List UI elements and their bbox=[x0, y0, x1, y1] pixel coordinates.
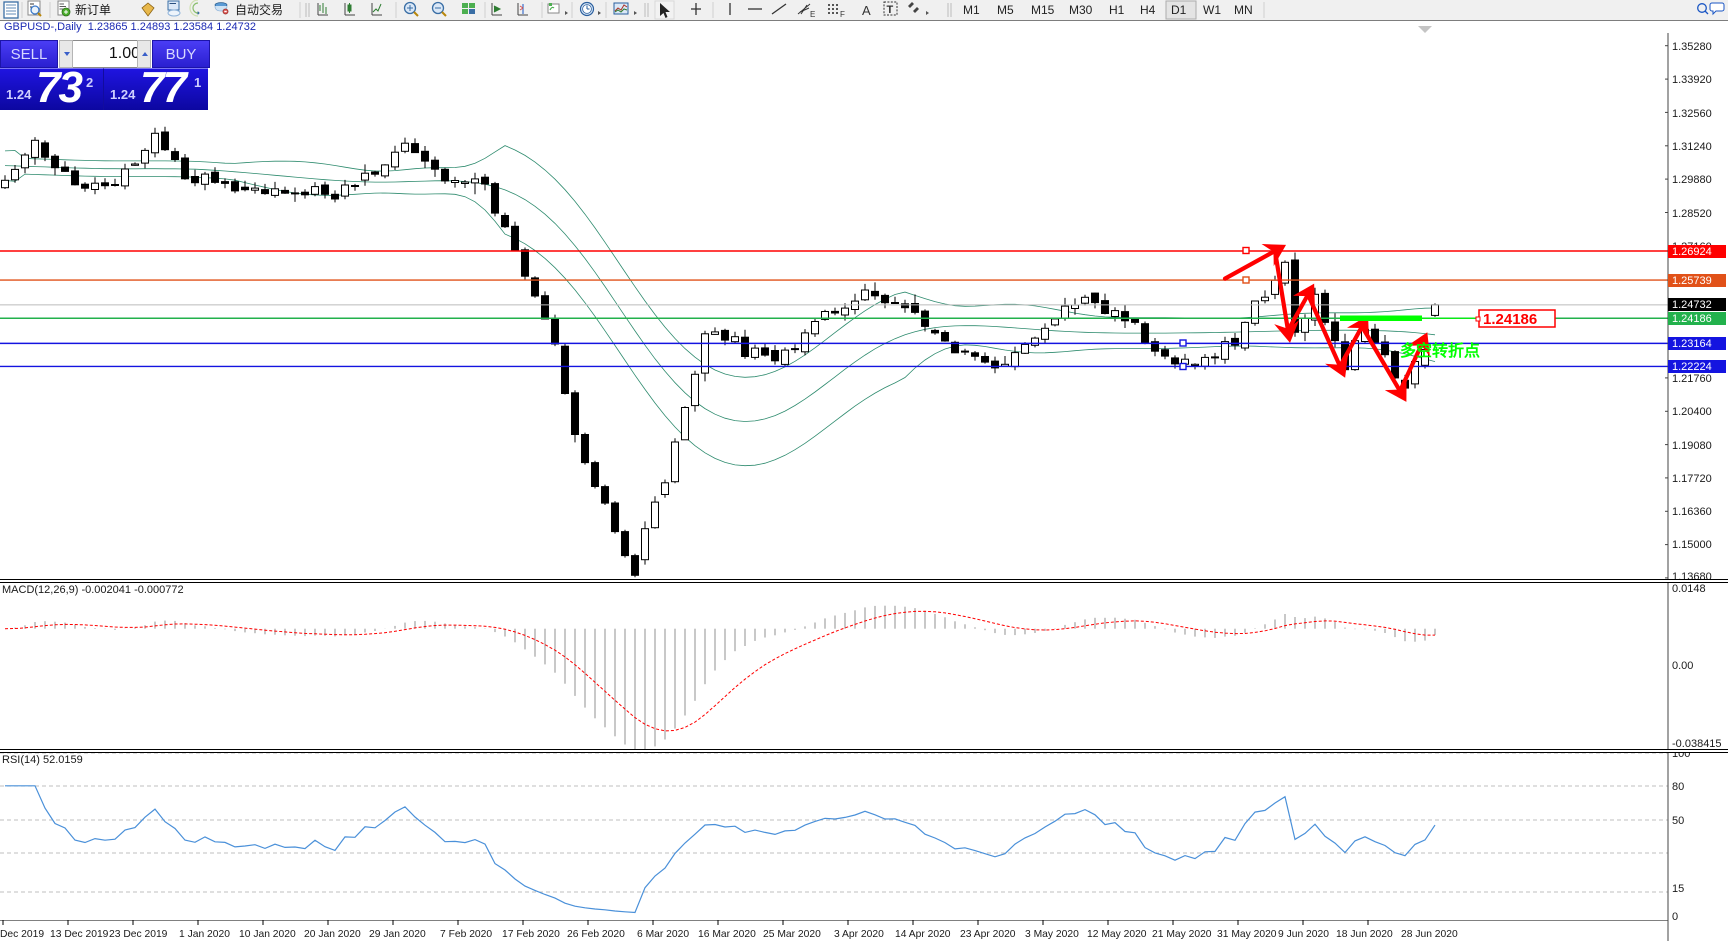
svg-text:13 Dec 2019: 13 Dec 2019 bbox=[50, 929, 109, 940]
svg-text:1.26924: 1.26924 bbox=[1672, 246, 1712, 258]
svg-text:1.16360: 1.16360 bbox=[1672, 506, 1712, 518]
svg-text:1.21760: 1.21760 bbox=[1672, 373, 1712, 385]
svg-text:M15: M15 bbox=[1031, 3, 1055, 17]
svg-text:23 Apr 2020: 23 Apr 2020 bbox=[960, 929, 1016, 940]
svg-text:1.17720: 1.17720 bbox=[1672, 473, 1712, 485]
svg-text:6 Mar 2020: 6 Mar 2020 bbox=[637, 929, 689, 940]
svg-text:自动交易: 自动交易 bbox=[235, 2, 283, 17]
svg-text:1.33920: 1.33920 bbox=[1672, 74, 1712, 86]
svg-text:18 Jun 2020: 18 Jun 2020 bbox=[1336, 929, 1393, 940]
svg-text:1.24186: 1.24186 bbox=[1483, 311, 1537, 328]
svg-text:20 Jan 2020: 20 Jan 2020 bbox=[304, 929, 361, 940]
svg-text:1.28520: 1.28520 bbox=[1672, 208, 1712, 220]
svg-text:1.15000: 1.15000 bbox=[1672, 539, 1712, 551]
svg-text:80: 80 bbox=[1672, 781, 1684, 793]
svg-text:10 Jan 2020: 10 Jan 2020 bbox=[239, 929, 296, 940]
svg-text:3 Apr 2020: 3 Apr 2020 bbox=[834, 929, 884, 940]
svg-text:Dec 2019: Dec 2019 bbox=[0, 929, 44, 940]
svg-text:31 May 2020: 31 May 2020 bbox=[1217, 929, 1277, 940]
svg-text:0.0148: 0.0148 bbox=[1672, 583, 1706, 595]
svg-text:21 May 2020: 21 May 2020 bbox=[1152, 929, 1212, 940]
svg-text:17 Feb 2020: 17 Feb 2020 bbox=[502, 929, 560, 940]
svg-text:M30: M30 bbox=[1069, 3, 1093, 17]
svg-text:D1: D1 bbox=[1171, 3, 1187, 17]
svg-text:1 Jan 2020: 1 Jan 2020 bbox=[179, 929, 230, 940]
svg-text:新订单: 新订单 bbox=[75, 2, 111, 17]
svg-text:多空转折点: 多空转折点 bbox=[1400, 341, 1480, 360]
svg-text:M1: M1 bbox=[963, 3, 980, 17]
svg-text:E: E bbox=[810, 10, 815, 19]
svg-text:100: 100 bbox=[1672, 752, 1690, 760]
svg-text:1.24186: 1.24186 bbox=[1672, 313, 1712, 325]
svg-text:W1: W1 bbox=[1203, 3, 1221, 17]
svg-text:26 Feb 2020: 26 Feb 2020 bbox=[567, 929, 625, 940]
svg-text:12 May 2020: 12 May 2020 bbox=[1087, 929, 1147, 940]
svg-text:MN: MN bbox=[1234, 3, 1253, 17]
svg-text:F: F bbox=[840, 10, 845, 19]
svg-text:23 Dec 2019: 23 Dec 2019 bbox=[109, 929, 168, 940]
svg-text:1.20400: 1.20400 bbox=[1672, 406, 1712, 418]
svg-text:7 Feb 2020: 7 Feb 2020 bbox=[440, 929, 492, 940]
svg-text:1.22224: 1.22224 bbox=[1672, 361, 1712, 373]
svg-text:1.32560: 1.32560 bbox=[1672, 108, 1712, 120]
svg-text:1.29880: 1.29880 bbox=[1672, 174, 1712, 186]
svg-text:14 Apr 2020: 14 Apr 2020 bbox=[895, 929, 951, 940]
svg-text:29 Jan 2020: 29 Jan 2020 bbox=[369, 929, 426, 940]
svg-text:1.23164: 1.23164 bbox=[1672, 338, 1712, 350]
svg-text:15: 15 bbox=[1672, 883, 1684, 895]
svg-text:16 Mar 2020: 16 Mar 2020 bbox=[698, 929, 756, 940]
svg-text:1.24732: 1.24732 bbox=[1672, 299, 1712, 311]
svg-text:H1: H1 bbox=[1109, 3, 1125, 17]
svg-text:50: 50 bbox=[1672, 815, 1684, 827]
svg-text:M5: M5 bbox=[997, 3, 1014, 17]
svg-text:1.31240: 1.31240 bbox=[1672, 141, 1712, 153]
svg-text:28 Jun 2020: 28 Jun 2020 bbox=[1401, 929, 1458, 940]
svg-text:0.00: 0.00 bbox=[1672, 660, 1693, 672]
svg-text:3 May 2020: 3 May 2020 bbox=[1025, 929, 1079, 940]
svg-text:1.25739: 1.25739 bbox=[1672, 275, 1712, 287]
svg-text:9 Jun 2020: 9 Jun 2020 bbox=[1278, 929, 1329, 940]
svg-text:A: A bbox=[862, 3, 871, 18]
svg-text:1.19080: 1.19080 bbox=[1672, 440, 1712, 452]
svg-text:T: T bbox=[887, 4, 894, 16]
svg-text:1.35280: 1.35280 bbox=[1672, 41, 1712, 53]
svg-text:25 Mar 2020: 25 Mar 2020 bbox=[763, 929, 821, 940]
svg-text:H4: H4 bbox=[1140, 3, 1156, 17]
